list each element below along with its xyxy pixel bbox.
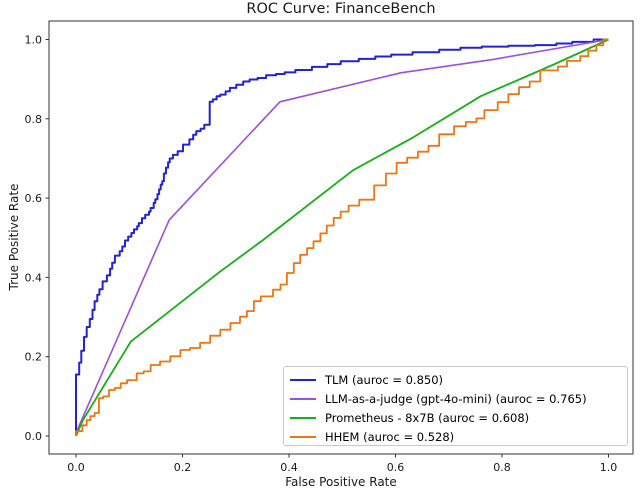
curve-llm-judge xyxy=(75,38,609,437)
legend-line-prometheus xyxy=(290,416,316,419)
y-tick-label: 1.0 xyxy=(25,34,43,47)
legend: TLM (auroc = 0.850) LLM-as-a-judge (gpt-… xyxy=(283,366,628,446)
x-tick-label: 0.0 xyxy=(67,461,85,474)
x-tick-label: 0.6 xyxy=(387,461,405,474)
legend-line-tlm xyxy=(290,378,316,381)
axis-ticks: 0.0 0.2 0.4 0.6 0.8 1.0 0.0 0.2 0.4 0.6 0.8 1.0 xyxy=(25,34,618,475)
y-tick-label: 0.8 xyxy=(25,113,43,126)
x-axis-label: False Positive Rate xyxy=(285,475,397,489)
legend-label-prometheus: Prometheus - 8x7B (auroc = 0.608) xyxy=(325,410,530,425)
x-tick-label: 0.8 xyxy=(493,461,511,474)
y-tick-label: 0.2 xyxy=(25,351,43,364)
y-tick-label: 0.4 xyxy=(25,271,43,284)
y-tick-label: 0.6 xyxy=(25,192,43,205)
legend-line-llm-judge xyxy=(290,397,316,400)
x-tick-label: 0.4 xyxy=(280,461,298,474)
legend-line-hhem xyxy=(290,435,316,438)
chart-title: ROC Curve: FinanceBench xyxy=(246,1,436,17)
y-tick-label: 0.0 xyxy=(25,430,43,443)
curve-prometheus xyxy=(75,38,609,437)
x-tick-label: 1.0 xyxy=(600,461,618,474)
plot-border xyxy=(48,20,634,455)
legend-label-tlm: TLM (auroc = 0.850) xyxy=(325,372,444,387)
legend-item-llm-judge: LLM-as-a-judge (gpt-4o-mini) (auroc = 0.… xyxy=(284,389,627,408)
legend-label-llm-judge: LLM-as-a-judge (gpt-4o-mini) (auroc = 0.… xyxy=(325,391,587,406)
roc-curves xyxy=(75,38,609,437)
x-tick-label: 0.2 xyxy=(174,461,192,474)
legend-item-hhem: HHEM (auroc = 0.528) xyxy=(284,427,627,446)
y-axis-label: True Positive Rate xyxy=(7,183,21,291)
legend-item-tlm: TLM (auroc = 0.850) xyxy=(284,370,627,389)
curve-hhem xyxy=(75,38,609,436)
legend-item-prometheus: Prometheus - 8x7B (auroc = 0.608) xyxy=(284,408,627,427)
curve-tlm xyxy=(75,38,609,436)
legend-label-hhem: HHEM (auroc = 0.528) xyxy=(325,429,455,444)
